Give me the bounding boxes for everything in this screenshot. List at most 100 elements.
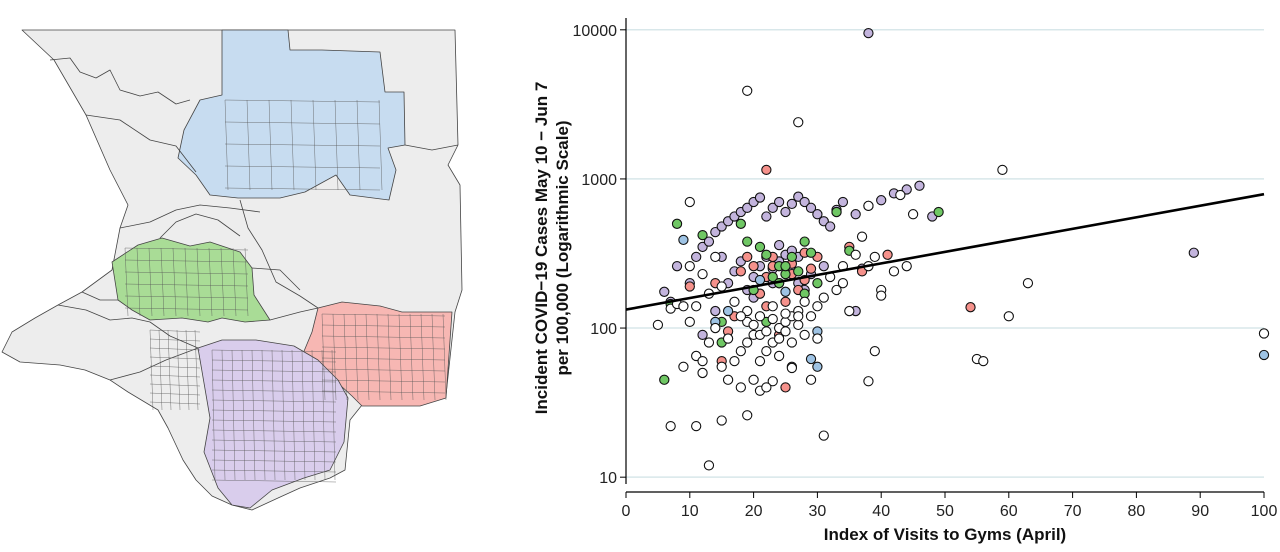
- map-svg: [1, 29, 463, 511]
- data-point: [697, 355, 708, 367]
- data-point: [722, 374, 734, 385]
- boundary-line: [404, 144, 459, 151]
- tract-line-north: [224, 187, 381, 191]
- tick-labels: 10 100 1000 10000 0 10 20 30 40 50 60 70 80 90 100: [573, 23, 1278, 520]
- tract-line-south: [251, 349, 256, 481]
- tract-line-central: [158, 329, 163, 411]
- data-point: [754, 274, 766, 286]
- data-point: [659, 374, 670, 385]
- data-point: [710, 305, 721, 317]
- tract-line-south: [291, 349, 296, 481]
- data-point: [722, 305, 734, 317]
- data-point: [805, 263, 817, 274]
- data-point: [767, 202, 778, 213]
- data-point: [869, 346, 880, 357]
- tract-line-east: [321, 357, 446, 361]
- data-point: [735, 382, 746, 393]
- data-point: [684, 261, 695, 272]
- data-point: [997, 164, 1008, 176]
- tract-line-south: [211, 349, 337, 353]
- data-point: [876, 195, 887, 206]
- data-point: [831, 284, 842, 296]
- tract-line-west: [148, 247, 153, 317]
- tract-line-central: [149, 392, 201, 396]
- tract-line-central: [194, 329, 199, 411]
- tract-line-north: [224, 165, 381, 169]
- tract-line-east: [442, 313, 447, 401]
- data-point: [761, 211, 772, 222]
- data-point: [831, 206, 842, 218]
- tract-line-south: [301, 349, 306, 481]
- x-tick-label: 80: [1128, 503, 1146, 520]
- tract-line-north: [334, 99, 339, 191]
- data-point: [780, 286, 791, 297]
- data-point: [805, 374, 817, 385]
- data-point: [965, 302, 976, 313]
- chart-svg: 10 100 1000 10000 0 10 20 30 40 50 60 70 80 90 100 Ind…: [532, 18, 1278, 544]
- trend-line: [625, 192, 1265, 311]
- tract-line-south: [211, 379, 337, 383]
- data-point: [748, 319, 759, 331]
- data-point: [799, 329, 810, 341]
- tract-line-central: [149, 365, 201, 369]
- data-points: [652, 27, 1270, 471]
- y-axis-title: Incident COVID−19 Cases May 10 − Jun 7 p…: [532, 82, 572, 415]
- data-point: [703, 337, 715, 348]
- data-point: [786, 251, 798, 263]
- data-point: [812, 301, 823, 312]
- data-point: [812, 278, 823, 289]
- data-point: [773, 350, 785, 362]
- data-point: [722, 333, 734, 344]
- x-tick-label: 20: [745, 503, 763, 520]
- data-point: [805, 311, 817, 322]
- data-point: [799, 236, 810, 247]
- tract-line-south: [211, 419, 337, 423]
- data-point: [735, 346, 746, 357]
- tract-line-east: [376, 313, 381, 401]
- data-point: [716, 281, 727, 292]
- boundary-line: [49, 57, 191, 105]
- tract-line-east: [321, 390, 446, 394]
- data-point: [907, 209, 919, 220]
- x-tick-label: 70: [1064, 503, 1082, 520]
- tract-line-central: [149, 383, 201, 387]
- data-point: [697, 329, 708, 341]
- tract-line-east: [321, 313, 446, 317]
- data-point: [1188, 247, 1199, 258]
- trend-line-group: [625, 192, 1265, 311]
- data-point: [799, 196, 810, 208]
- data-point: [818, 261, 829, 272]
- tract-line-central: [149, 401, 201, 405]
- tract-line-east: [398, 313, 403, 401]
- data-point: [812, 361, 823, 372]
- data-point: [780, 261, 791, 272]
- tract-line-south: [331, 349, 336, 481]
- data-point: [691, 301, 702, 312]
- data-point: [780, 326, 791, 337]
- tract-line-north: [356, 99, 361, 191]
- data-point: [773, 333, 785, 344]
- region-map: [0, 0, 470, 547]
- data-point: [697, 268, 708, 280]
- data-point: [729, 355, 740, 367]
- data-point: [697, 367, 708, 379]
- tract-line-east: [321, 335, 446, 339]
- data-point: [780, 296, 791, 307]
- data-point: [691, 420, 702, 432]
- data-point: [812, 333, 823, 344]
- tract-line-north: [268, 99, 273, 191]
- data-point: [818, 292, 829, 303]
- tract-line-south: [211, 369, 337, 373]
- data-point: [933, 206, 944, 218]
- x-tick-label: 50: [936, 503, 954, 520]
- data-point: [863, 27, 874, 39]
- data-point: [754, 192, 766, 203]
- data-point: [786, 362, 798, 374]
- tract-line-east: [321, 346, 446, 350]
- data-point: [767, 376, 778, 387]
- data-point: [748, 261, 759, 272]
- tract-line-north: [224, 143, 381, 147]
- data-point: [805, 202, 817, 213]
- data-point: [678, 234, 689, 246]
- data-point: [742, 236, 753, 247]
